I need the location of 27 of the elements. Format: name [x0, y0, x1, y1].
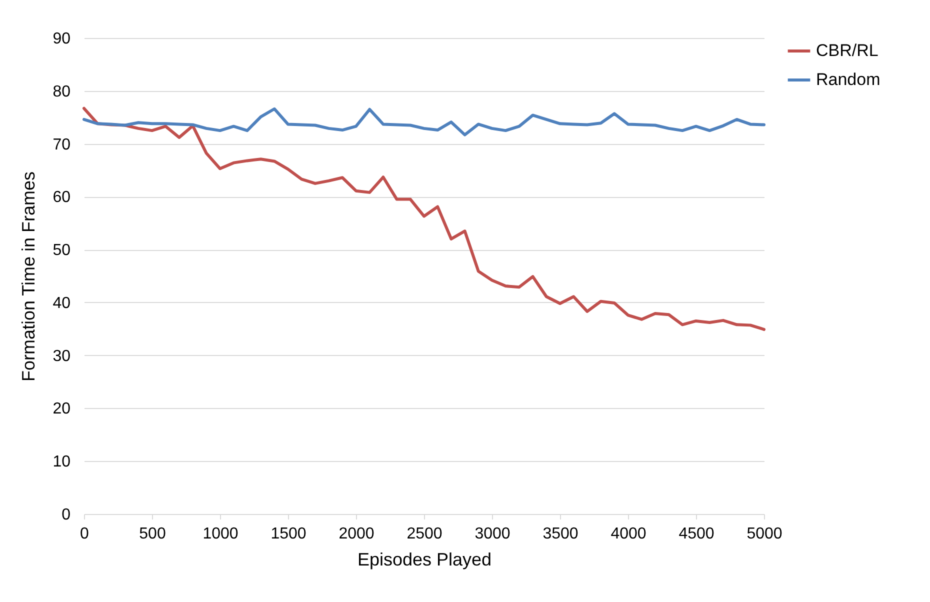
y-tick-label: 50: [52, 242, 71, 260]
y-tick-label: 60: [52, 189, 71, 206]
x-tick-label: 3500: [542, 526, 578, 542]
x-tick-label: 4000: [610, 526, 646, 542]
x-tick-label: 500: [139, 526, 166, 542]
line-series: [82, 107, 766, 136]
x-tick-label: 1500: [270, 526, 306, 542]
line-series: [82, 106, 766, 331]
y-tick-label: 90: [52, 30, 71, 48]
legend-label: Random: [816, 70, 880, 89]
x-tick-label: 1000: [202, 526, 238, 542]
y-tick-label: 80: [52, 83, 71, 100]
x-tick-label: 5000: [746, 526, 782, 542]
x-tick-label: 4500: [678, 526, 714, 542]
y-tick-label: 40: [52, 294, 71, 312]
y-tick-label: 10: [52, 454, 71, 471]
y-tick-label: 0: [62, 506, 71, 524]
x-tick-label: 3000: [474, 526, 510, 542]
y-tick-label: 30: [52, 348, 71, 365]
x-axis-title: Episodes Played: [357, 550, 492, 570]
y-tick-label: 20: [52, 400, 71, 418]
y-tick-label: 70: [52, 136, 71, 154]
legend-label: CBR/RL: [816, 41, 878, 60]
y-axis-title: Formation Time in Frames: [18, 171, 39, 382]
x-tick-label: 2500: [406, 526, 442, 542]
x-tick-label: 0: [80, 526, 90, 542]
x-tick-label: 2000: [338, 526, 374, 542]
